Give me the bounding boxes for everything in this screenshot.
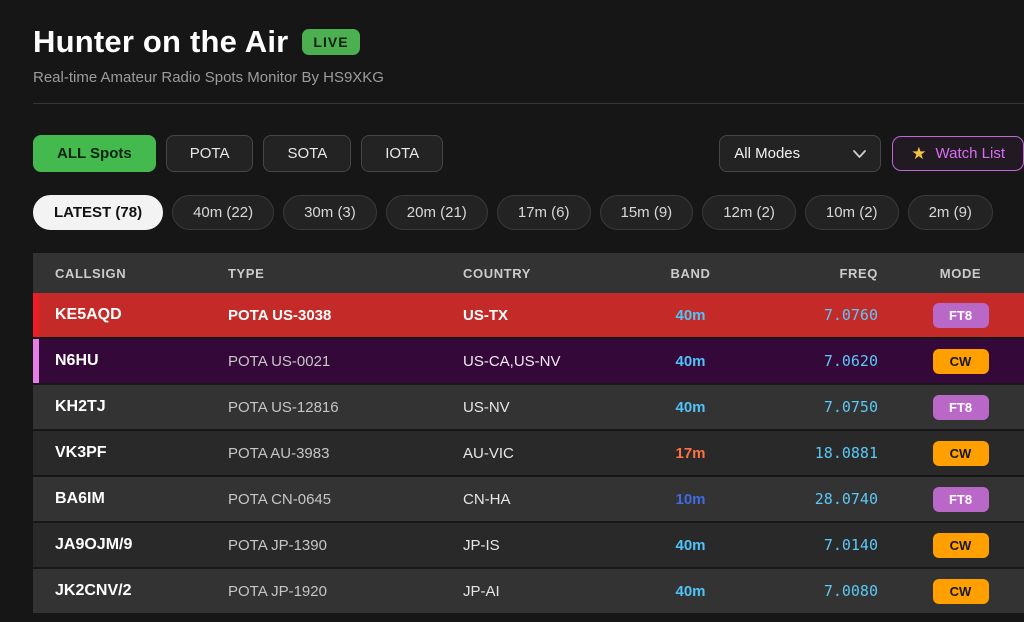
mode-cell: CW — [878, 348, 1024, 374]
band-tab[interactable]: 20m (21) — [385, 195, 488, 230]
type-value: POTA JP-1390 — [228, 536, 327, 554]
titlebar: Hunter on the Air LIVE — [33, 24, 1024, 60]
country-value: AU-VIC — [463, 444, 514, 462]
table-row[interactable]: JA9OJM/9 POTA JP-1390 JP-IS 40m 7.0140 C… — [33, 523, 1024, 569]
band-tab[interactable]: 2m (9) — [907, 195, 993, 230]
mode-select[interactable]: All Modes — [719, 135, 882, 172]
program-filter-button[interactable]: POTA — [165, 135, 254, 172]
band-value: 17m — [675, 444, 706, 462]
freq-value: 7.0760 — [823, 306, 878, 324]
type-value: POTA US-12816 — [228, 398, 339, 416]
band-tab[interactable]: LATEST (78) — [33, 195, 164, 230]
freq-value: 7.0620 — [823, 352, 878, 370]
column-header-mode: MODE — [939, 265, 982, 281]
column-header-callsign: CALLSIGN — [55, 265, 127, 281]
page-subtitle: Real-time Amateur Radio Spots Monitor By… — [33, 69, 384, 86]
mode-cell: FT8 — [878, 486, 1024, 512]
table-row[interactable]: VK3PF POTA AU-3983 AU-VIC 17m 18.0881 CW — [33, 431, 1024, 477]
freq-value: 7.0080 — [823, 582, 878, 600]
band-tab[interactable]: 10m (2) — [804, 195, 899, 230]
type-value: POTA US-3038 — [228, 306, 332, 324]
country-value: US-NV — [463, 398, 510, 416]
mode-badge: FT8 — [932, 394, 989, 420]
callsign-value: KH2TJ — [55, 398, 106, 415]
column-header-freq: FREQ — [839, 265, 878, 281]
type-value: POTA US-0021 — [228, 352, 331, 370]
callsign-value: N6HU — [55, 352, 99, 369]
mode-cell: CW — [878, 440, 1024, 466]
callsign-value: VK3PF — [55, 444, 107, 461]
country-value: JP-AI — [463, 582, 500, 600]
page-title: Hunter on the Air — [33, 24, 289, 59]
mode-cell: CW — [878, 532, 1024, 558]
freq-value: 28.0740 — [814, 490, 878, 508]
mode-badge: CW — [932, 578, 989, 604]
callsign-value: BA6IM — [55, 490, 105, 507]
watch-list-button[interactable]: ★ Watch List — [892, 136, 1024, 171]
program-filter-button[interactable]: SOTA — [263, 135, 352, 172]
band-tab[interactable]: 15m (9) — [599, 195, 694, 230]
chevron-down-icon — [853, 149, 867, 158]
table-header: CALLSIGN TYPE COUNTRY BAND FREQ MODE — [33, 253, 1024, 293]
freq-value: 18.0881 — [814, 444, 878, 462]
type-value: POTA CN-0645 — [228, 490, 332, 508]
spots-table: CALLSIGN TYPE COUNTRY BAND FREQ MODE KE5… — [33, 253, 1024, 615]
band-tab[interactable]: 17m (6) — [496, 195, 591, 230]
program-filter-button[interactable]: IOTA — [361, 135, 444, 172]
column-header-band: BAND — [670, 265, 711, 281]
mode-badge: CW — [932, 532, 989, 558]
column-header-type: TYPE — [228, 265, 265, 281]
mode-badge: CW — [932, 348, 989, 374]
band-tabs: LATEST (78) 40m (22) 30m (3) 20m (21) 17m (6… — [33, 195, 1024, 230]
table-body: KE5AQD POTA US-3038 US-TX 40m 7.0760 FT8… — [33, 293, 1024, 615]
freq-value: 7.0140 — [823, 536, 878, 554]
band-tab[interactable]: 40m (22) — [172, 195, 275, 230]
band-value: 40m — [675, 306, 706, 324]
band-tab[interactable]: 30m (3) — [283, 195, 377, 230]
callsign-value: KE5AQD — [55, 306, 122, 323]
filter-row: ALL Spots POTA SOTA IOTA All Modes ★ Watch … — [33, 135, 1024, 172]
mode-cell: FT8 — [878, 302, 1024, 328]
right-controls: All Modes ★ Watch List — [719, 135, 1024, 172]
band-value: 40m — [675, 398, 706, 416]
watch-list-label: Watch List — [935, 145, 1005, 162]
callsign-value: JK2CNV/2 — [55, 582, 132, 599]
callsign-value: JA9OJM/9 — [55, 536, 133, 553]
table-row[interactable]: N6HU POTA US-0021 US-CA,US-NV 40m 7.0620… — [33, 339, 1024, 385]
table-row[interactable]: KH2TJ POTA US-12816 US-NV 40m 7.0750 FT8 — [33, 385, 1024, 431]
band-value: 10m — [675, 490, 706, 508]
program-filter-button[interactable]: ALL Spots — [33, 135, 156, 172]
program-filters: ALL Spots POTA SOTA IOTA — [33, 135, 444, 172]
mode-select-value: All Modes — [734, 145, 801, 162]
column-header-country: COUNTRY — [463, 265, 531, 281]
type-value: POTA JP-1920 — [228, 582, 327, 600]
country-value: CN-HA — [463, 490, 511, 508]
country-value: JP-IS — [463, 536, 500, 554]
header-divider — [33, 103, 1024, 104]
mode-cell: FT8 — [878, 394, 1024, 420]
band-tab[interactable]: 12m (2) — [702, 195, 796, 230]
star-icon: ★ — [911, 144, 927, 163]
table-row[interactable]: BA6IM POTA CN-0645 CN-HA 10m 28.0740 FT8 — [33, 477, 1024, 523]
live-badge: LIVE — [302, 29, 360, 55]
band-value: 40m — [675, 536, 706, 554]
mode-badge: CW — [932, 440, 989, 466]
mode-badge: FT8 — [932, 486, 989, 512]
band-value: 40m — [675, 352, 706, 370]
country-value: US-TX — [463, 306, 508, 324]
table-row[interactable]: JK2CNV/2 POTA JP-1920 JP-AI 40m 7.0080 C… — [33, 569, 1024, 615]
type-value: POTA AU-3983 — [228, 444, 330, 462]
mode-cell: CW — [878, 578, 1024, 604]
mode-badge: FT8 — [932, 302, 989, 328]
table-row[interactable]: KE5AQD POTA US-3038 US-TX 40m 7.0760 FT8 — [33, 293, 1024, 339]
freq-value: 7.0750 — [823, 398, 878, 416]
country-value: US-CA,US-NV — [463, 352, 561, 370]
band-value: 40m — [675, 582, 706, 600]
